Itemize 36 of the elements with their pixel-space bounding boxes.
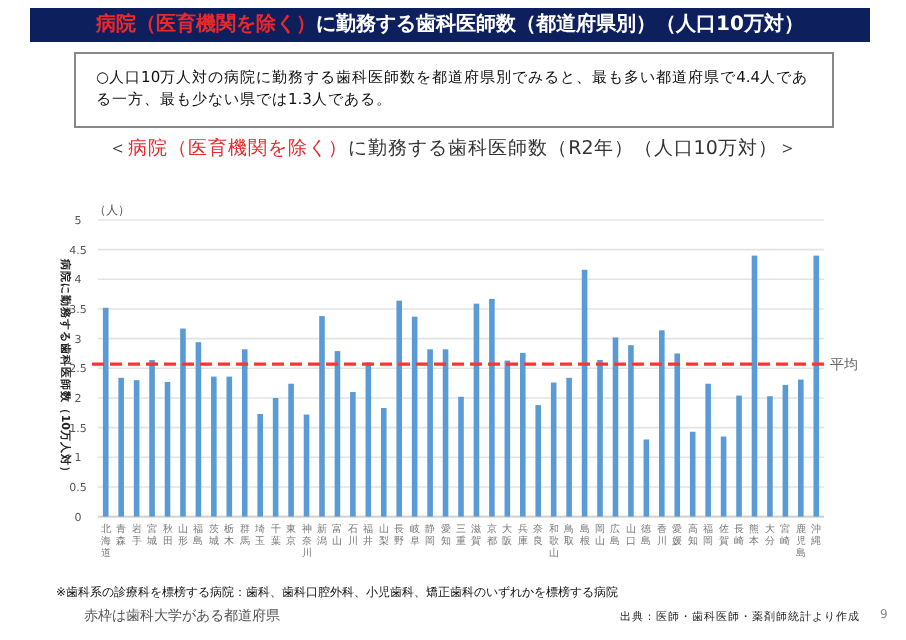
bar bbox=[272, 397, 279, 517]
bar bbox=[674, 353, 681, 517]
chart-title: 病院（医育機関を除く）に勤務する歯科医師数（都道府県別）（人口10万対） bbox=[30, 8, 870, 42]
bar bbox=[241, 349, 248, 517]
bar bbox=[226, 376, 233, 517]
bar bbox=[736, 395, 742, 517]
bar bbox=[211, 376, 217, 517]
bar bbox=[566, 377, 572, 517]
bar bbox=[798, 379, 804, 517]
bar bbox=[180, 328, 186, 517]
bar bbox=[380, 408, 387, 517]
bar bbox=[288, 383, 294, 517]
bar bbox=[458, 396, 464, 517]
bar bbox=[396, 300, 403, 517]
bar bbox=[257, 413, 263, 517]
bar bbox=[519, 352, 526, 517]
bar bbox=[118, 377, 124, 517]
bar bbox=[628, 345, 634, 517]
bar bbox=[643, 439, 650, 517]
bar bbox=[102, 307, 109, 517]
bar bbox=[164, 381, 171, 517]
bar bbox=[489, 298, 495, 517]
bar bbox=[597, 360, 603, 517]
bar bbox=[705, 383, 711, 517]
bar bbox=[659, 330, 665, 517]
chart-subtitle: ＜病院（医育機関を除く）に勤務する歯科医師数（R2年）（人口10万対）＞ bbox=[106, 136, 800, 162]
bar bbox=[689, 431, 696, 517]
bar bbox=[813, 255, 820, 517]
bar bbox=[767, 396, 773, 517]
bar bbox=[133, 380, 140, 517]
bar bbox=[149, 360, 155, 517]
bar bbox=[350, 392, 356, 517]
bar bbox=[535, 405, 542, 517]
bar bbox=[427, 349, 433, 517]
bar bbox=[319, 316, 325, 517]
bar bbox=[782, 384, 789, 517]
